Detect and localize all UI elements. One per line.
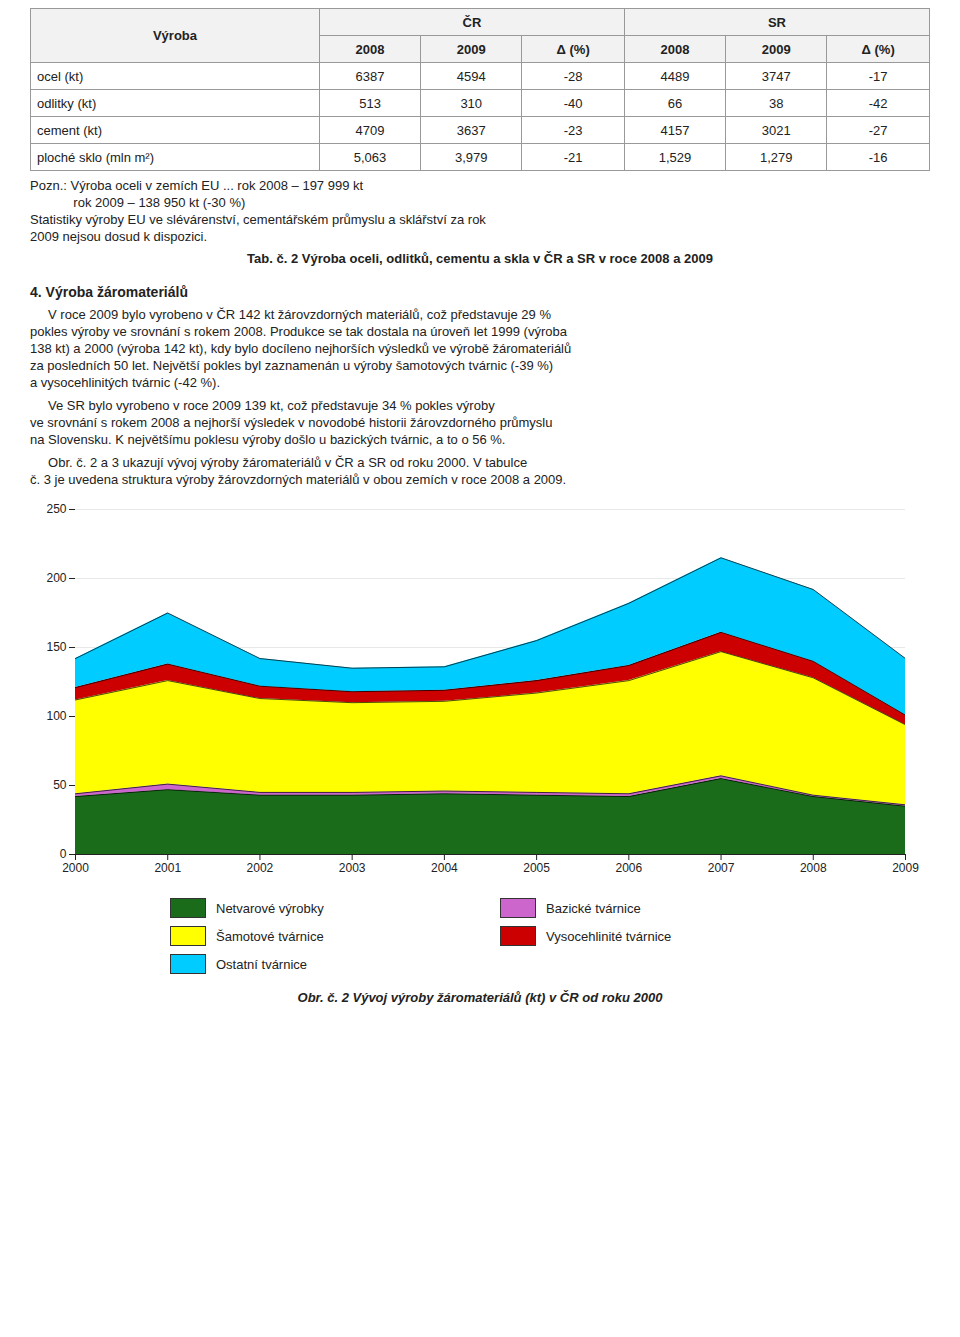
html-text:2008: 2008 [355,41,385,57]
svg-text:2000: 2000 [62,861,89,875]
html-text:V roce 2009 bylo vyrobeno v ČR: V roce 2009 bylo vyrobeno v ČR 142 kt žá… [30,307,551,322]
html-text:1,529: 1,529 [658,149,692,165]
html-text:6387: 6387 [355,68,385,84]
svg-text:100: 100 [46,709,66,723]
html-text:66: 66 [667,95,683,111]
html-text:Výroba: Výroba [152,28,197,43]
html-text:310: 310 [460,95,483,111]
html-text:Bazické tvárnice: Bazické tvárnice [546,900,641,916]
svg-text:2005: 2005 [523,861,550,875]
html-text:3637: 3637 [456,122,486,138]
svg-text:0: 0 [60,847,67,861]
html-text:-16: -16 [868,149,888,165]
svg-text:2008: 2008 [800,861,827,875]
html-text:-40: -40 [563,95,583,111]
svg-text:2001: 2001 [154,861,181,875]
html-text:ČR: ČR [462,14,482,30]
html-text:Ve SR bylo vyrobeno v roce 200: Ve SR bylo vyrobeno v roce 2009 139 kt, … [30,398,495,413]
html-text:2009: 2009 [761,41,791,57]
html-text:3021: 3021 [761,122,791,138]
html-text:2009 nejsou dosud k dispozici.: 2009 nejsou dosud k dispozici. [30,229,208,244]
html-text:4594: 4594 [456,68,486,84]
html-text:3,979: 3,979 [455,149,488,165]
html-text:na Slovensku. K největšímu pok: na Slovensku. K největšímu poklesu výrob… [30,432,506,447]
html-text:odlitky (kt): odlitky (kt) [37,95,97,111]
html-text:4709: 4709 [355,122,385,138]
html-text:rok 2009 – 138 950 kt (-30 %): rok 2009 – 138 950 kt (-30 %) [30,195,246,210]
html-text:2008: 2008 [660,41,690,57]
html-text:1,279: 1,279 [760,149,793,165]
html-text:Vysocehlinité tvárnice: Vysocehlinité tvárnice [546,928,672,944]
html-text:cement (kt): cement (kt) [37,122,102,138]
svg-text:2002: 2002 [247,861,274,875]
html-text:513: 513 [359,95,381,111]
html-text:ve srovnání s rokem 2008 a nej: ve srovnání s rokem 2008 a nejhorší výsl… [30,415,553,430]
svg-text:2009: 2009 [892,861,919,875]
html-text:ocel (kt): ocel (kt) [37,68,84,84]
html-text:-23: -23 [563,122,583,138]
html-text:-27: -27 [868,122,888,138]
svg-text:2003: 2003 [339,861,366,875]
html-text:Netvarové výrobky: Netvarové výrobky [216,900,324,916]
html-text:za posledních 50 let. Největší: za posledních 50 let. Největší pokles by… [30,358,554,373]
html-text:4157: 4157 [660,122,690,138]
html-text:5,063: 5,063 [353,149,387,165]
html-text:a vysocehlinitých tvárnic (-42: a vysocehlinitých tvárnic (-42 %). [30,375,220,390]
html-text:-21: -21 [563,149,583,165]
html-text:4. Výroba žáromateriálů: 4. Výroba žáromateriálů [30,284,188,300]
html-text:-17: -17 [868,68,888,84]
html-text:2009: 2009 [456,41,486,57]
html-text:ploché sklo (mln m²): ploché sklo (mln m²) [37,149,154,165]
html-text:38: 38 [769,95,784,111]
html-text:č. 3 je uvedena struktura výro: č. 3 je uvedena struktura výroby žárovzd… [30,472,567,487]
html-text:3747: 3747 [761,68,791,84]
html-text:pokles výroby ve srovnání s ro: pokles výroby ve srovnání s rokem 2008. … [30,324,567,339]
html-text:-28: -28 [563,68,583,84]
svg-text:150: 150 [46,640,66,654]
svg-text:2004: 2004 [431,861,458,875]
html-text:Pozn.: Výroba oceli v zemích E: Pozn.: Výroba oceli v zemích EU ... rok … [30,178,364,193]
html-text:Δ (%): Δ (%) [556,41,590,57]
html-text:138 kt) a 2000 (výroba 142 kt): 138 kt) a 2000 (výroba 142 kt), kdy bylo… [30,341,572,356]
html-text:Obr. č. 2 Vývoj výroby žáromat: Obr. č. 2 Vývoj výroby žáromateriálů (kt… [297,990,663,1005]
html-text:Statistiky výroby EU ve slévár: Statistiky výroby EU ve slévárenství, ce… [30,212,486,227]
html-text:Ostatní tvárnice: Ostatní tvárnice [216,956,307,972]
svg-text:200: 200 [46,571,66,585]
html-text:SR: SR [767,14,786,30]
html-text:Šamotové tvárnice: Šamotové tvárnice [216,928,324,944]
html-text:Tab. č. 2 Výroba oceli, odlitk: Tab. č. 2 Výroba oceli, odlitků, cementu… [247,251,713,266]
html-text:Obr. č. 2 a 3 ukazují vývoj vý: Obr. č. 2 a 3 ukazují vývoj výroby žárom… [30,455,528,470]
svg-text:2007: 2007 [708,861,735,875]
svg-text:2006: 2006 [615,861,642,875]
html-text:Δ (%): Δ (%) [861,41,895,57]
svg-text:50: 50 [53,778,67,792]
svg-text:250: 250 [46,502,66,516]
html-text:4489: 4489 [660,68,690,84]
html-text:-42: -42 [868,95,888,111]
